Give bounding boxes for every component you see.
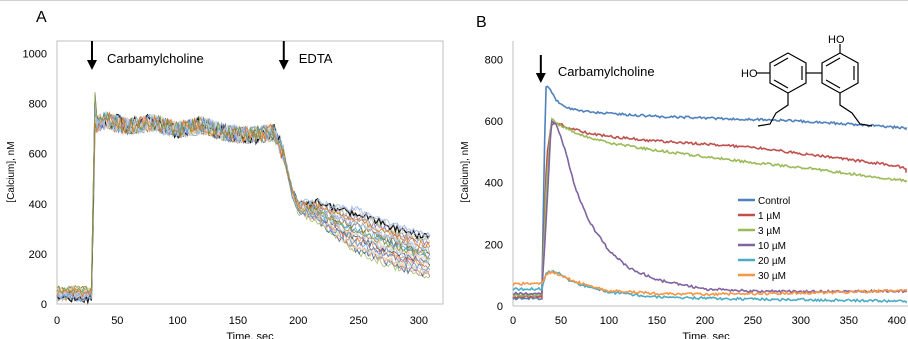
panel-a-x-tick-label: 250 [349,315,367,327]
panel-b-x-tick-label: 300 [792,315,810,327]
panel-b-x-tick-label: 400 [888,315,906,327]
panel-b-series-line [512,269,907,304]
panel-a-label: A [36,9,47,26]
panel-a-annotation-label: Carbamylcholine [107,51,204,66]
panel-a-trace [56,97,430,296]
structure-ring-right [821,52,859,94]
panel-a-x-tick-label: 0 [54,315,60,327]
panel-b-series [512,85,907,304]
panel-b-series-line [512,122,907,301]
panel-a-arrow-head [278,60,289,70]
panel-b-annotation-label: Carbamylcholine [558,64,655,79]
panel-b-series-line [512,119,907,296]
panel-a-y-tick-label: 800 [29,99,47,111]
structure-bond [825,57,841,67]
panel-a-tick-labels: 0 50 100 150 200 250 300 0 200 400 600 800 1000 [23,49,429,327]
panel-b-y-tick-label: 0 [497,301,503,313]
panel-b: B 0 50 100 150 200 250 300 350 4000200400600800 … [460,14,908,339]
panel-b-x-tick-label: 250 [744,315,762,327]
panel-a-plot-frame [56,40,444,305]
legend-entry-label: 3 µM [758,226,780,237]
structure-label-ho-left: HO [741,68,758,80]
panel-a-y-tick-label: 400 [29,199,47,211]
structure-bond [825,79,841,89]
panel-a-y-tick-label: 0 [41,299,47,311]
panel-b-series-line [512,117,907,298]
structure-label-ho-right: HO [828,34,845,46]
legend-entry-label: 1 µM [758,211,780,222]
panel-a-x-tick-label: 100 [168,315,186,327]
panel-b-x-tick-label: 200 [696,315,714,327]
structure-bond [773,79,789,89]
panel-a-trace [56,111,431,298]
legend-entry-label: 20 µM [758,256,786,267]
panel-a-x-tick-label: 200 [289,315,307,327]
structure-ring-left [769,52,807,94]
panel-a-trace [56,92,430,293]
panel-b-series-line [512,269,907,297]
panel-b-y-axis-label: [Calcium], nM [460,141,471,202]
panel-b-x-tick-label: 0 [510,315,516,327]
panel-a-trace [56,99,431,300]
structure-bond [773,57,789,67]
panel-b-annotations: Carbamylcholine [535,55,655,83]
panel-a-traces [56,92,431,305]
chemical-structure-image [756,44,873,127]
panel-b-tick-labels: 0 50 100 150 200 250 300 350 400 0 200 400 600 800 [485,54,906,327]
panel-b-x-tick-label: 50 [555,315,567,327]
panel-a-y-tick-label: 1000 [23,49,47,61]
legend-entry-label: 30 µM [758,271,786,282]
panel-b-x-tick-label: 350 [840,315,858,327]
panel-a-x-tick-label: 150 [229,315,247,327]
panel-a-annotations: Carbamylcholine EDTA [86,41,333,70]
panel-a-arrow-head [86,60,97,70]
legend-entry-label: Control [758,196,790,207]
panel-a: A 0 50 100 150 200 250 300 0 200 400 600 800 1000 [C… [6,9,444,339]
panel-a-x-tick-label: 300 [410,315,428,327]
panel-b-y-tick-label: 800 [485,54,503,66]
panel-a-trace [56,111,430,303]
panel-a-x-tick-label: 50 [111,315,123,327]
panel-a-annotation-label: EDTA [299,51,333,66]
panel-a-y-axis-label: [Calcium], nM [6,141,17,202]
panel-b-x-tick-label: 150 [648,315,666,327]
structure-allyl-left [757,93,789,127]
panel-a-y-tick-label: 600 [29,149,47,161]
panel-b-legend: Control 1 µM 3 µM 10 µM 20 µM 30 µM [738,196,790,282]
panel-b-series-line [512,85,907,301]
panel-b-x-tick-label: 100 [600,315,618,327]
structure-allyl-right [839,93,873,127]
panel-b-x-axis-label: Time, sec [682,331,730,339]
panel-a-x-axis-label: Time, sec [226,331,274,339]
panel-a-y-tick-label: 200 [29,249,47,261]
legend-entry-label: 10 µM [758,241,786,252]
panel-b-arrow-head [535,73,546,83]
panel-b-label: B [476,14,487,31]
panel-b-y-tick-label: 400 [485,178,503,190]
panel-b-y-tick-label: 200 [485,239,503,251]
panel-b-y-tick-label: 600 [485,116,503,128]
